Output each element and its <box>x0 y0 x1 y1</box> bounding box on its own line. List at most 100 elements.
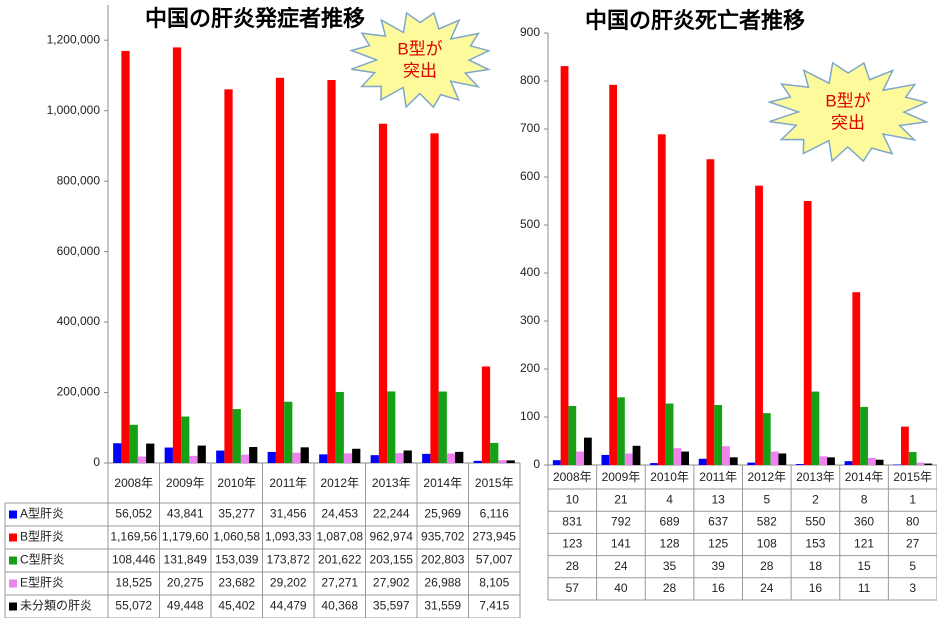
bar <box>473 460 482 463</box>
bar <box>498 460 507 463</box>
starburst <box>348 11 492 109</box>
table-value: 31,456 <box>270 507 307 521</box>
bar <box>706 159 715 466</box>
table-value: 125 <box>708 537 728 551</box>
table-value: 360 <box>854 514 874 528</box>
table-value: 153,039 <box>215 553 259 567</box>
table-value: 39 <box>712 559 726 573</box>
bar <box>430 133 439 464</box>
table-value: 40,368 <box>321 599 358 613</box>
y-tick-label: 700 <box>520 121 540 135</box>
legend-swatch <box>9 556 17 565</box>
table-value: 26,988 <box>424 576 461 590</box>
bar <box>908 452 917 465</box>
table-value: 6,116 <box>480 507 509 521</box>
table-value: 40 <box>614 581 628 595</box>
category-cell: 2015年 <box>893 470 932 484</box>
bar <box>916 462 925 465</box>
table-value: 1,087,08 <box>316 530 363 544</box>
legend-swatch <box>9 510 17 519</box>
table-value: 2 <box>812 492 819 506</box>
table-value: 28 <box>663 581 677 595</box>
bar <box>146 443 155 463</box>
table-value: 23,682 <box>218 576 255 590</box>
category-cell: 2009年 <box>165 475 205 490</box>
bar <box>403 450 412 463</box>
bar <box>455 451 464 463</box>
table-value: 43,841 <box>167 507 204 521</box>
table-value: 201,622 <box>318 553 362 567</box>
y-tick-label: 800 <box>520 73 540 87</box>
bar <box>681 451 690 465</box>
annotation: 突出 <box>403 61 437 80</box>
table-value: 29,202 <box>270 576 307 590</box>
x-tick-label: 2013年 <box>371 475 411 490</box>
bar <box>576 451 584 465</box>
y-tick-label: 0 <box>93 455 100 469</box>
table-value: 57,007 <box>476 553 513 567</box>
table-value: 49,448 <box>167 599 204 613</box>
bar <box>438 391 447 463</box>
table-value: 57 <box>566 581 580 595</box>
category-cell: 2014年 <box>423 476 462 490</box>
x-tick-label: 2011年 <box>699 469 738 484</box>
chart-title: 中国の肝炎死亡者推移 <box>585 8 805 33</box>
bar <box>901 426 909 465</box>
y-tick-label: 200,000 <box>57 385 101 399</box>
bar <box>795 464 804 465</box>
legend-label: A型肝炎 <box>20 507 64 521</box>
bar <box>249 447 258 463</box>
y-tick-label: 1,200,000 <box>47 32 101 46</box>
annotation: 突出 <box>831 113 865 132</box>
table-value: 831 <box>562 514 582 528</box>
table-value: 25,969 <box>424 507 461 521</box>
bar <box>867 457 876 465</box>
table-value: 3 <box>909 581 916 595</box>
bar <box>422 453 431 463</box>
starburst <box>766 61 930 163</box>
category-cell: 2009年 <box>602 470 641 484</box>
y-tick-label: 400 <box>520 265 540 279</box>
x-tick-label: 2009年 <box>165 475 205 490</box>
bar <box>232 409 241 463</box>
bar <box>300 447 309 463</box>
table-value: 173,872 <box>267 553 311 567</box>
table-value: 108 <box>757 537 777 551</box>
table-value: 4 <box>666 492 673 506</box>
category-cell: 2012年 <box>747 470 786 484</box>
table-value: 28 <box>566 559 580 573</box>
table-value: 15 <box>857 559 871 573</box>
bar <box>819 456 828 465</box>
bar <box>601 454 610 465</box>
x-tick-label: 2008年 <box>114 475 154 490</box>
category-cell: 2015年 <box>475 476 514 490</box>
bar <box>778 453 787 465</box>
bar <box>370 455 379 463</box>
bar <box>446 453 456 463</box>
legend-label: C型肝炎 <box>20 553 65 567</box>
y-tick-label: 500 <box>520 217 540 231</box>
y-tick-label: 900 <box>520 25 540 39</box>
table-value: 792 <box>611 514 631 528</box>
bar <box>617 397 625 465</box>
table-value: 128 <box>660 537 680 551</box>
bar <box>189 455 198 463</box>
table-value: 24,453 <box>321 507 358 521</box>
table-value: 7,415 <box>479 599 509 613</box>
y-tick-label: 1,000,000 <box>47 103 101 117</box>
bar <box>164 447 173 463</box>
bar <box>490 442 499 463</box>
x-tick-label: 2008年 <box>552 469 592 484</box>
x-tick-label: 2010年 <box>650 469 689 484</box>
y-tick-label: 300 <box>520 313 540 327</box>
bar <box>319 454 328 463</box>
table-value: 1,169,56 <box>110 530 157 544</box>
table-value: 13 <box>712 492 726 506</box>
bar <box>632 445 641 465</box>
bar <box>747 462 756 465</box>
bar <box>755 185 763 465</box>
chart-title: 中国の肝炎発症者推移 <box>145 6 365 31</box>
bar <box>811 391 820 465</box>
